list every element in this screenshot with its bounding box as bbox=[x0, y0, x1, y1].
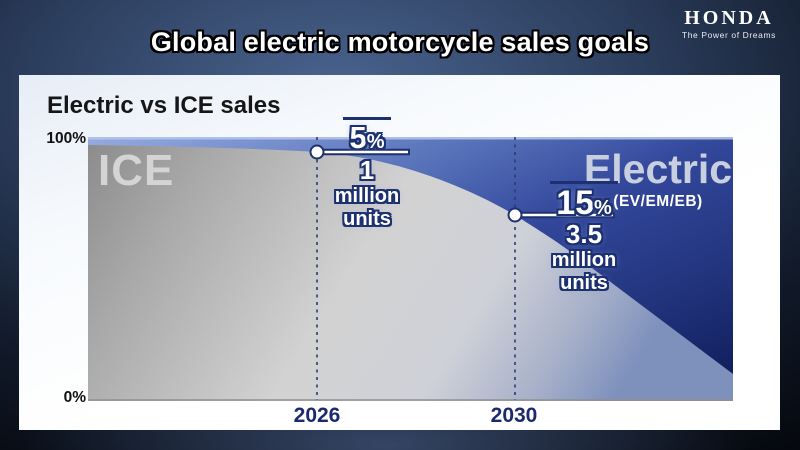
annotation-2026-volume-word2: units bbox=[343, 207, 391, 230]
ice-area-label: ICE bbox=[98, 146, 175, 195]
ice-area bbox=[88, 145, 733, 401]
annotation-2026-percent: 5% bbox=[307, 117, 427, 153]
annotation-2026-value: 5 bbox=[349, 120, 367, 155]
annotation-2030-volume: 3.5 million units bbox=[524, 219, 644, 294]
annotation-2026-unit: % bbox=[366, 131, 385, 153]
electric-sublabel: (EV/EM/EB) bbox=[613, 193, 703, 210]
annotation-2030-percent: 15% bbox=[524, 181, 644, 220]
y-axis-tick-100: 100% bbox=[46, 130, 86, 147]
x-axis-tick-2030: 2030 bbox=[490, 404, 538, 427]
plot-area bbox=[88, 137, 733, 401]
honda-tagline: The Power of Dreams bbox=[681, 30, 776, 40]
annotation-2026-volume: 1 million units bbox=[307, 155, 427, 230]
honda-wordmark: HONDA bbox=[684, 7, 774, 29]
plot-top-highlight bbox=[88, 137, 733, 140]
electric-area-label: Electric (EV/EM/EB) bbox=[558, 149, 758, 210]
annotation-2030-unit: % bbox=[594, 197, 612, 219]
annotation-2030-volume-word2: units bbox=[560, 271, 608, 294]
annotation-2030-volume-word1: million bbox=[551, 249, 617, 272]
slide-title: Global electric motorcycle sales goals bbox=[150, 27, 650, 57]
marker-2030 bbox=[507, 207, 523, 223]
y-axis-tick-0: 0% bbox=[63, 389, 86, 406]
annotation-2026-volume-word1: million bbox=[334, 185, 400, 208]
honda-logo: HONDA The Power of Dreams bbox=[682, 8, 776, 40]
annotation-2026-volume-number: 1 bbox=[359, 155, 375, 185]
chart-title: Electric vs ICE sales bbox=[47, 92, 281, 119]
chart-panel: Electric vs ICE sales 100% 0% bbox=[19, 75, 780, 430]
x-axis-tick-2026: 2026 bbox=[293, 404, 341, 427]
annotation-2030-value: 15 bbox=[556, 184, 595, 222]
annotation-2030-volume-number: 3.5 bbox=[565, 219, 603, 249]
sales-area-chart bbox=[88, 137, 733, 401]
marker-2026 bbox=[309, 144, 325, 160]
